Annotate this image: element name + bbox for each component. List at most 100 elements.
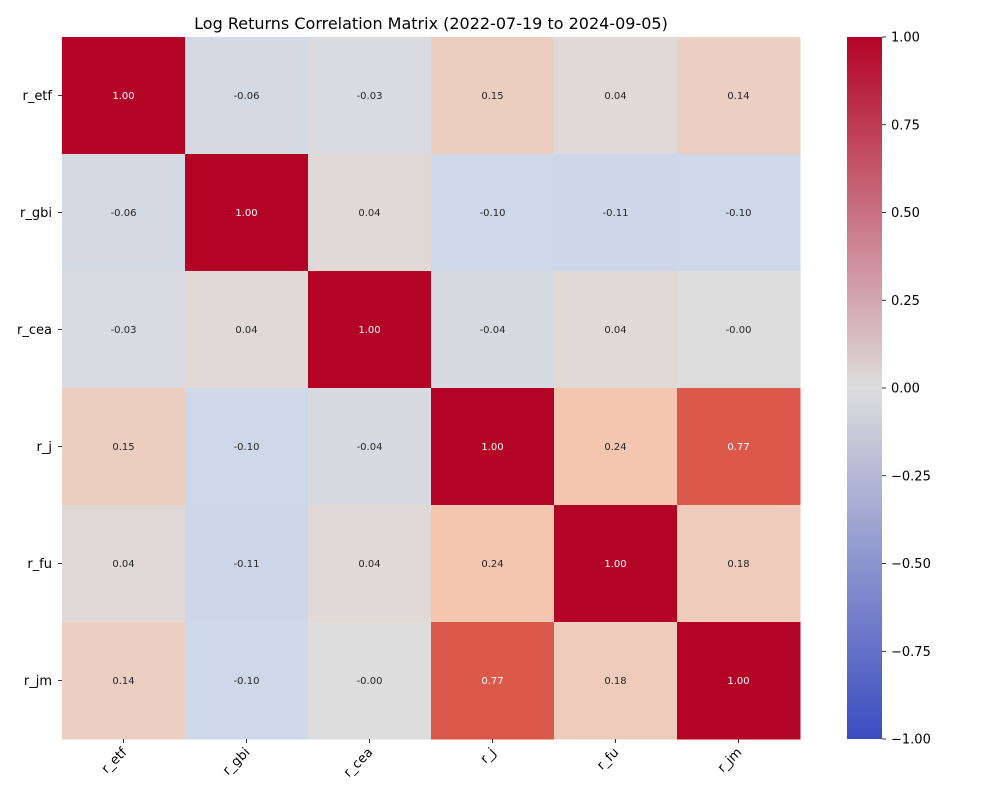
cell-value-label-r_cea-r_gbi: 0.04 xyxy=(235,325,257,336)
heatmap-cells xyxy=(62,37,801,740)
cell-value-label-r_j-r_cea: -0.04 xyxy=(357,442,383,453)
row-tick-label-r_j: r_j xyxy=(37,440,52,455)
heatmap-cell-r_cea-r_jm xyxy=(677,271,801,389)
cell-value-label-r_jm-r_fu: 0.18 xyxy=(604,676,626,687)
row-tick-label-r_gbi: r_gbi xyxy=(20,206,52,221)
heatmap-cell-r_cea-r_gbi xyxy=(185,271,309,389)
heatmap-cell-r_cea-r_etf xyxy=(62,271,186,389)
heatmap-cell-r_fu-r_j xyxy=(431,505,555,623)
cell-value-label-r_j-r_fu: 0.24 xyxy=(604,442,626,453)
heatmap-cell-r_etf-r_j xyxy=(431,37,555,155)
colorbar-tick-label-0: 1.00 xyxy=(891,31,920,46)
heatmap-cell-r_gbi-r_cea xyxy=(308,154,432,272)
heatmap-cell-r_j-r_etf xyxy=(62,388,186,506)
cell-value-label-r_etf-r_j: 0.15 xyxy=(481,91,503,102)
cell-value-label-r_j-r_jm: 0.77 xyxy=(727,442,749,453)
chart-title: Log Returns Correlation Matrix (2022-07-… xyxy=(194,14,668,33)
cell-value-label-r_fu-r_etf: 0.04 xyxy=(112,559,134,570)
heatmap-cell-r_j-r_j xyxy=(431,388,555,506)
cell-value-label-r_jm-r_etf: 0.14 xyxy=(112,676,134,687)
cell-value-label-r_etf-r_fu: 0.04 xyxy=(604,91,626,102)
heatmap-cell-r_j-r_gbi xyxy=(185,388,309,506)
heatmap-cell-r_gbi-r_fu xyxy=(554,154,678,272)
colorbar-tick-label-3: 0.25 xyxy=(891,294,920,309)
heatmap-cell-r_gbi-r_etf xyxy=(62,154,186,272)
col-tick-label-r_etf: r_etf xyxy=(99,745,131,777)
row-tick-label-r_jm: r_jm xyxy=(24,674,52,689)
heatmap-cell-r_etf-r_fu xyxy=(554,37,678,155)
heatmap-cell-r_etf-r_cea xyxy=(308,37,432,155)
heatmap-cell-r_fu-r_jm xyxy=(677,505,801,623)
cell-value-label-r_fu-r_cea: 0.04 xyxy=(358,559,380,570)
colorbar-tick-label-8: −1.00 xyxy=(891,733,931,748)
cell-value-label-r_gbi-r_gbi: 1.00 xyxy=(235,208,257,219)
cell-value-label-r_fu-r_fu: 1.00 xyxy=(604,559,626,570)
colorbar-tick-label-4: 0.00 xyxy=(891,382,920,397)
heatmap-cell-r_gbi-r_j xyxy=(431,154,555,272)
cell-value-label-r_cea-r_etf: -0.03 xyxy=(111,325,137,336)
cell-value-label-r_jm-r_j: 0.77 xyxy=(481,676,503,687)
cell-value-label-r_cea-r_j: -0.04 xyxy=(480,325,506,336)
colorbar-tick-label-6: −0.50 xyxy=(891,557,931,572)
col-tick-label-r_cea: r_cea xyxy=(341,745,376,780)
heatmap-cell-r_etf-r_jm xyxy=(677,37,801,155)
heatmap-cell-r_fu-r_gbi xyxy=(185,505,309,623)
heatmap-cell-r_jm-r_gbi xyxy=(185,622,309,740)
heatmap-cell-r_j-r_fu xyxy=(554,388,678,506)
cell-value-label-r_j-r_etf: 0.15 xyxy=(112,442,134,453)
cell-value-label-r_j-r_gbi: -0.10 xyxy=(234,442,260,453)
cell-value-label-r_etf-r_gbi: -0.06 xyxy=(234,91,260,102)
heatmap-cell-r_cea-r_j xyxy=(431,271,555,389)
heatmap-cell-r_gbi-r_jm xyxy=(677,154,801,272)
heatmap-cell-r_j-r_cea xyxy=(308,388,432,506)
col-tick-label-r_gbi: r_gbi xyxy=(220,745,253,778)
heatmap-cell-r_jm-r_cea xyxy=(308,622,432,740)
cell-value-label-r_etf-r_etf: 1.00 xyxy=(112,91,134,102)
heatmap-cell-r_jm-r_fu xyxy=(554,622,678,740)
col-tick-label-r_fu: r_fu xyxy=(594,745,622,773)
colorbar-tick-label-5: −0.25 xyxy=(891,469,931,484)
row-tick-label-r_etf: r_etf xyxy=(22,89,52,104)
row-tick-labels: r_etf r_gbi r_cea r_j r_fu r_jm xyxy=(17,89,62,689)
heatmap-cell-labels: 1.00 -0.06 -0.03 0.15 0.04 0.14 -0.06 1.00 0.04 -… xyxy=(111,91,752,687)
heatmap-cell-r_jm-r_jm xyxy=(677,622,801,740)
col-tick-label-r_j: r_j xyxy=(478,745,500,767)
heatmap-cell-r_etf-r_etf xyxy=(62,37,186,155)
cell-value-label-r_gbi-r_etf: -0.06 xyxy=(111,208,137,219)
cell-value-label-r_fu-r_j: 0.24 xyxy=(481,559,503,570)
col-tick-label-r_jm: r_jm xyxy=(715,745,745,775)
heatmap-cell-r_j-r_jm xyxy=(677,388,801,506)
heatmap-cell-r_fu-r_etf xyxy=(62,505,186,623)
cell-value-label-r_jm-r_jm: 1.00 xyxy=(727,676,749,687)
cell-value-label-r_etf-r_cea: -0.03 xyxy=(357,91,383,102)
heatmap-cell-r_cea-r_fu xyxy=(554,271,678,389)
heatmap-cell-r_jm-r_etf xyxy=(62,622,186,740)
row-tick-label-r_cea: r_cea xyxy=(17,323,52,338)
colorbar-tick-label-7: −0.75 xyxy=(891,645,931,660)
cell-value-label-r_jm-r_gbi: -0.10 xyxy=(234,676,260,687)
cell-value-label-r_fu-r_gbi: -0.11 xyxy=(234,559,260,570)
cell-value-label-r_gbi-r_fu: -0.11 xyxy=(603,208,629,219)
cell-value-label-r_j-r_j: 1.00 xyxy=(481,442,503,453)
heatmap-cell-r_gbi-r_gbi xyxy=(185,154,309,272)
colorbar-tick-label-2: 0.50 xyxy=(891,206,920,221)
cell-value-label-r_cea-r_fu: 0.04 xyxy=(604,325,626,336)
cell-value-label-r_gbi-r_j: -0.10 xyxy=(480,208,506,219)
cell-value-label-r_cea-r_jm: -0.00 xyxy=(726,325,752,336)
colorbar-tick-label-1: 0.75 xyxy=(891,118,920,133)
cell-value-label-r_etf-r_jm: 0.14 xyxy=(727,91,749,102)
cell-value-label-r_fu-r_jm: 0.18 xyxy=(727,559,749,570)
cell-value-label-r_gbi-r_cea: 0.04 xyxy=(358,208,380,219)
heatmap-cell-r_cea-r_cea xyxy=(308,271,432,389)
heatmap-cell-r_jm-r_j xyxy=(431,622,555,740)
heatmap-cell-r_fu-r_fu xyxy=(554,505,678,623)
column-tick-labels: r_etf r_gbi r_cea r_j r_fu r_jm xyxy=(99,739,745,781)
row-tick-label-r_fu: r_fu xyxy=(27,557,52,572)
cell-value-label-r_jm-r_cea: -0.00 xyxy=(357,676,383,687)
cell-value-label-r_cea-r_cea: 1.00 xyxy=(358,325,380,336)
colorbar: 1.00 0.75 0.50 0.25 0.00 −0.25 −0.50 −0.75 −1.00 xyxy=(847,31,931,748)
heatmap-cell-r_fu-r_cea xyxy=(308,505,432,623)
cell-value-label-r_gbi-r_jm: -0.10 xyxy=(726,208,752,219)
heatmap-cell-r_etf-r_gbi xyxy=(185,37,309,155)
